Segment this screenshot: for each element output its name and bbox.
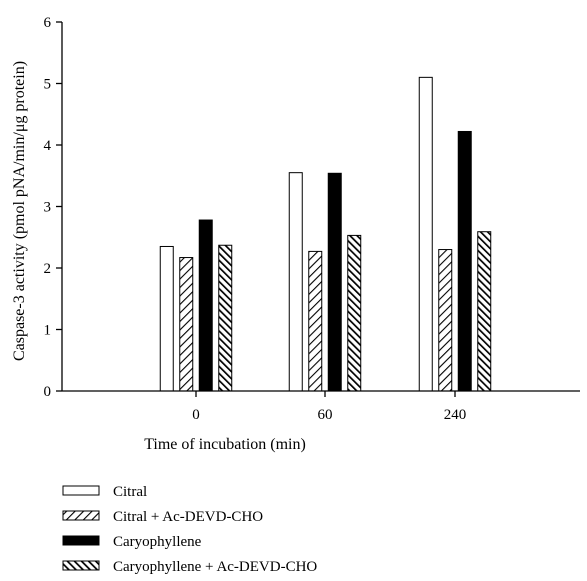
bar-4-0 [218, 244, 233, 392]
y-axis: 0 1 2 3 4 5 6 [44, 15, 63, 400]
plot-area [159, 76, 492, 392]
y-tick-label: 5 [44, 77, 52, 93]
bar-3-240 [457, 130, 472, 392]
y-tick-label: 1 [44, 323, 52, 339]
y-tick-label: 3 [44, 200, 52, 216]
y-tick-label: 6 [44, 15, 52, 31]
legend-label: Citral + Ac-DEVD-CHO [113, 509, 263, 525]
x-tick-label: 60 [318, 407, 333, 423]
bar-3-0 [198, 219, 213, 392]
bar-4-240 [477, 231, 492, 392]
bar-2-240 [438, 249, 453, 392]
legend-swatch [62, 485, 100, 496]
bar-4-60 [347, 234, 362, 392]
legend-label: Caryophyllene + Ac-DEVD-CHO [113, 559, 317, 575]
x-tick-label: 240 [444, 407, 467, 423]
bar-3-60 [327, 172, 342, 392]
bar-1-0 [159, 245, 174, 392]
y-tick-label: 4 [44, 138, 52, 154]
y-axis-title: Caspase-3 activity (pmol pNA/min/μg prot… [11, 61, 28, 361]
y-tick-label: 2 [44, 261, 52, 277]
legend: Citral Citral + Ac-DEVD-CHO Caryophyllene C… [62, 484, 317, 575]
x-axis: 0 60 240 [62, 390, 580, 423]
x-axis-title: Time of incubation (min) [144, 436, 306, 453]
bar-2-0 [179, 257, 194, 392]
y-tick-label: 0 [44, 384, 52, 400]
legend-swatch [62, 510, 100, 521]
bar-1-240 [418, 76, 433, 392]
legend-swatch [62, 560, 100, 571]
x-tick-label: 0 [192, 407, 200, 423]
bar-1-60 [288, 172, 303, 392]
bar-2-60 [308, 250, 323, 392]
legend-label: Caryophyllene [113, 534, 202, 550]
legend-label: Citral [113, 484, 147, 500]
legend-swatch [62, 535, 100, 546]
